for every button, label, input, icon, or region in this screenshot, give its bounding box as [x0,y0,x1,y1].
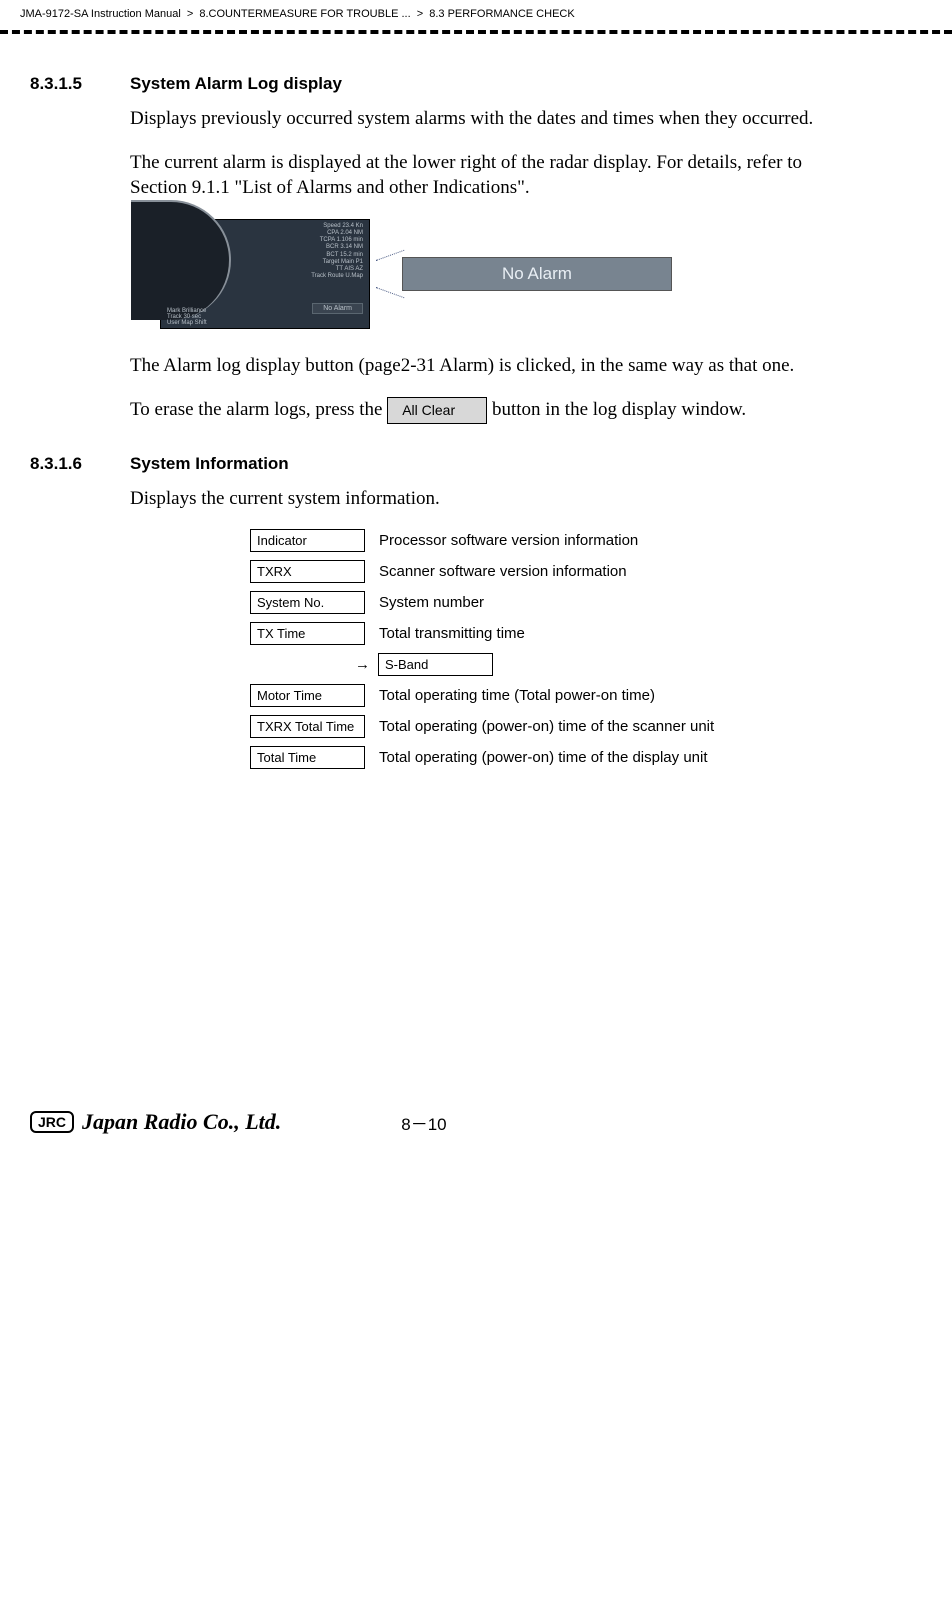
info-row: System No. System number [250,591,842,614]
info-desc: Total operating (power-on) time of the s… [379,718,714,735]
section-2: 8.3.1.6 System Information Displays the … [30,454,842,770]
divider-dashed [0,30,952,34]
noalarm-bar: No Alarm [402,257,672,291]
info-label-sband: S-Band [378,653,493,676]
jrc-logo: JRC Japan Radio Co., Ltd. [30,1109,281,1135]
manual-title: JMA-9172-SA Instruction Manual [20,8,181,20]
paragraph: Displays previously occurred system alar… [130,106,842,132]
paragraph: To erase the alarm logs, press the All C… [130,397,842,424]
info-row: Indicator Processor software version inf… [250,529,842,552]
info-desc: Total transmitting time [379,625,525,642]
info-desc: System number [379,594,484,611]
info-label-txrx: TXRX [250,560,365,583]
section-heading-2: 8.3.1.6 System Information [30,454,842,474]
section-title: System Information [130,454,289,474]
section-number: 8.3.1.6 [30,454,130,474]
all-clear-button[interactable]: All Clear [387,397,487,424]
section-number: 8.3.1.5 [30,74,130,94]
info-desc: Scanner software version information [379,563,627,580]
info-row: Motor Time Total operating time (Total p… [250,684,842,707]
info-row: Total Time Total operating (power-on) ti… [250,746,842,769]
info-label-txrx-total: TXRX Total Time [250,715,365,738]
section-heading-1: 8.3.1.5 System Alarm Log display [30,74,842,94]
company-name: Japan Radio Co., Ltd. [82,1109,281,1135]
breadcrumb-sep: > [187,8,193,20]
info-desc: Total operating time (Total power-on tim… [379,687,655,704]
section-title: System Alarm Log display [130,74,342,94]
paragraph-text: To erase the alarm logs, press the [130,399,387,420]
breadcrumb-sep: > [417,8,423,20]
footer: JRC Japan Radio Co., Ltd. 8－10 [0,1109,952,1165]
info-label-totaltime: Total Time [250,746,365,769]
info-label-indicator: Indicator [250,529,365,552]
info-label-txtime: TX Time [250,622,365,645]
info-row: TX Time Total transmitting time [250,622,842,645]
header-breadcrumb: JMA-9172-SA Instruction Manual > 8.COUNT… [0,0,952,24]
info-table: Indicator Processor software version inf… [250,529,842,769]
sband-row: → S-Band [355,653,842,676]
arrow-icon: → [355,656,370,673]
info-desc: Processor software version information [379,532,638,549]
page-number: 8－10 [401,1110,446,1135]
alarm-figure: Speed 23.4 Kn CPA 2.04 NM TCPA 1.106 min… [160,219,842,329]
paragraph: Displays the current system information. [130,486,842,512]
section-title-breadcrumb: 8.3 PERFORMANCE CHECK [429,8,574,20]
bracket-connector [376,260,392,288]
main-content: 8.3.1.5 System Alarm Log display Display… [0,74,952,769]
paragraph-text: button in the log display window. [492,399,746,420]
radar-info-text: Speed 23.4 Kn CPA 2.04 NM TCPA 1.106 min… [311,223,363,281]
info-label-motortime: Motor Time [250,684,365,707]
paragraph: The current alarm is displayed at the lo… [130,150,842,201]
radar-arc [131,200,231,320]
radar-thumbnail: Speed 23.4 Kn CPA 2.04 NM TCPA 1.106 min… [160,219,370,329]
info-row: TXRX Total Time Total operating (power-o… [250,715,842,738]
jrc-box: JRC [30,1111,74,1133]
info-row: TXRX Scanner software version informatio… [250,560,842,583]
info-desc: Total operating (power-on) time of the d… [379,749,708,766]
chapter-title: 8.COUNTERMEASURE FOR TROUBLE ... [199,8,410,20]
radar-bottom-text: Mark Brilliance Track 30 sec User Map Sh… [167,308,363,326]
info-label-systemno: System No. [250,591,365,614]
paragraph: The Alarm log display button (page2-31 A… [130,353,842,379]
